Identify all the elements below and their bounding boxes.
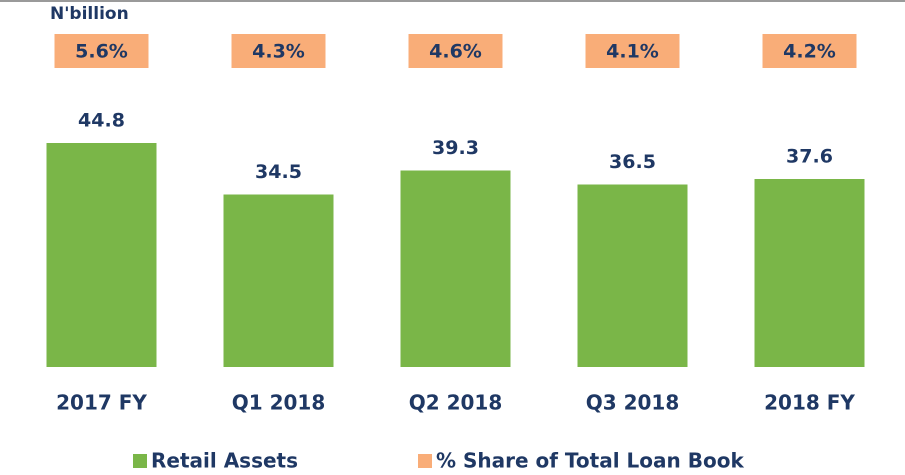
share-box xyxy=(762,34,857,68)
x-tick-label: 2017 FY xyxy=(56,391,147,415)
share-label: 4.2% xyxy=(783,41,836,63)
share-box xyxy=(408,34,503,68)
share-box xyxy=(54,34,149,68)
legend-swatch xyxy=(418,454,432,468)
x-tick-label: Q1 2018 xyxy=(232,391,326,415)
x-tick-label: Q3 2018 xyxy=(586,391,680,415)
legend-label: Retail Assets xyxy=(151,449,298,473)
x-tick-label: Q2 2018 xyxy=(409,391,503,415)
x-tick-label: 2018 FY xyxy=(764,391,855,415)
bar xyxy=(754,179,865,367)
y-axis-label: N'billion xyxy=(50,4,129,24)
bar xyxy=(46,143,157,367)
bar xyxy=(577,184,688,367)
share-label: 4.3% xyxy=(252,41,305,63)
share-box xyxy=(231,34,326,68)
value-label: 37.6 xyxy=(786,146,833,168)
share-box xyxy=(585,34,680,68)
legend-swatch xyxy=(133,454,147,468)
bar xyxy=(400,170,511,367)
bar xyxy=(223,194,334,367)
value-label: 39.3 xyxy=(432,137,479,159)
value-label: 44.8 xyxy=(78,110,125,132)
value-label: 36.5 xyxy=(609,151,656,173)
legend-label: % Share of Total Loan Book xyxy=(436,449,744,473)
share-label: 4.1% xyxy=(606,41,659,63)
share-label: 5.6% xyxy=(75,41,128,63)
value-label: 34.5 xyxy=(255,161,302,183)
share-label: 4.6% xyxy=(429,41,482,63)
